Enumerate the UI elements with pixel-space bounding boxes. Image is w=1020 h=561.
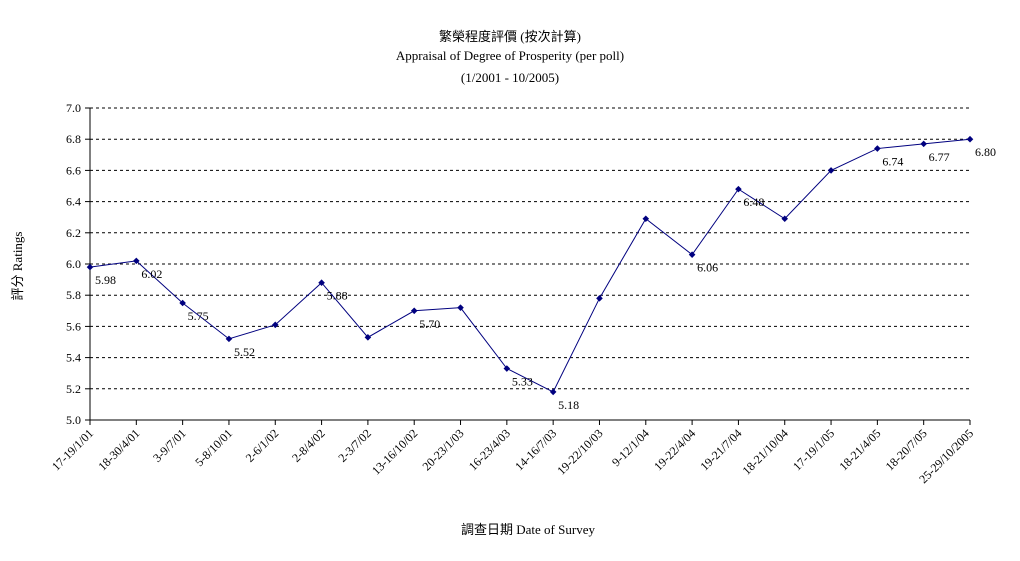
x-tick-label: 2-8/4/02 — [289, 426, 328, 465]
x-tick-label: 3-9/7/01 — [150, 426, 189, 465]
x-tick-label: 2-3/7/02 — [335, 426, 374, 465]
x-tick-label: 2-6/1/02 — [243, 426, 282, 465]
axes: 5.0 5.2 5.4 5.6 5.8 6.0 6.2 6.4 6.6 6.8 7.0 17-19/1… — [49, 101, 976, 486]
data-point — [920, 140, 927, 148]
data-label: 6.48 — [743, 195, 764, 209]
data-label: 6.06 — [697, 261, 718, 275]
x-tick-label: 19-22/10/03 — [554, 426, 605, 477]
data-label: 5.52 — [234, 345, 255, 359]
data-label: 5.75 — [188, 309, 209, 323]
data-label: 5.18 — [558, 398, 579, 412]
x-tick-label: 19-22/4/04 — [651, 426, 698, 473]
x-axis-label: 調查日期 Date of Survey — [461, 522, 595, 537]
data-point — [874, 145, 881, 152]
data-point — [503, 365, 511, 372]
data-point — [410, 307, 418, 315]
data-point — [457, 304, 464, 311]
series — [86, 135, 974, 396]
series-line — [89, 138, 971, 393]
y-tick-label: 5.4 — [66, 351, 81, 365]
data-label: 5.88 — [327, 289, 348, 303]
data-point — [364, 334, 372, 341]
x-tick-label: 5-8/10/01 — [192, 426, 235, 469]
y-tick-label: 7.0 — [66, 101, 81, 115]
y-tick-label: 5.0 — [66, 413, 81, 427]
x-tick-label: 14-16/7/03 — [512, 426, 559, 473]
y-tick-label: 6.8 — [66, 132, 81, 146]
x-tick-label: 18-20/7/05 — [883, 426, 930, 473]
data-point — [827, 167, 835, 174]
y-tick-label: 6.2 — [66, 226, 81, 240]
data-label: 6.74 — [882, 155, 903, 169]
x-tick-label: 17-19/1/01 — [49, 426, 96, 473]
x-tick-label: 13-16/10/02 — [369, 426, 420, 477]
x-tick-label: 18-30/4/01 — [95, 426, 142, 473]
data-point — [549, 388, 557, 396]
data-point — [225, 335, 233, 343]
chart-subtitle: Appraisal of Degree of Prosperity (per p… — [395, 48, 625, 63]
data-label: 6.77 — [929, 150, 950, 164]
x-tick-label: 17-19/1/05 — [790, 426, 837, 473]
y-tick-label: 5.6 — [66, 319, 81, 333]
data-point — [642, 215, 650, 223]
data-label: 5.70 — [419, 317, 440, 331]
chart-title: 繁榮程度評價 (按次計算) — [439, 29, 581, 44]
data-point — [688, 251, 696, 258]
y-axis-label: 評分 Ratings — [10, 232, 25, 301]
gridlines — [90, 107, 970, 390]
data-point — [318, 279, 325, 287]
data-label: 5.33 — [512, 375, 533, 389]
chart-period: (1/2001 - 10/2005) — [460, 70, 560, 85]
x-tick-label: 16-23/4/03 — [466, 426, 513, 473]
data-label: 5.98 — [95, 273, 116, 287]
data-point — [86, 263, 94, 271]
data-point — [781, 215, 789, 223]
x-tick-label: 18-21/10/04 — [739, 426, 790, 477]
data-point — [966, 135, 974, 143]
data-label: 6.80 — [975, 145, 996, 159]
data-point — [271, 321, 279, 329]
data-labels: 5.98 6.02 5.75 5.52 5.88 5.70 5.33 5.18 6.06 6.48… — [95, 145, 996, 412]
y-tick-label: 5.8 — [66, 288, 81, 302]
data-point — [179, 299, 186, 307]
x-tick-label: 18-21/4/05 — [836, 426, 883, 473]
x-tick-label: 9-12/1/04 — [609, 426, 652, 469]
y-tick-label: 5.2 — [66, 382, 81, 396]
y-tick-label: 6.6 — [66, 163, 81, 177]
data-point — [133, 257, 140, 265]
data-point — [735, 185, 742, 193]
data-label: 6.02 — [141, 267, 162, 281]
data-point — [596, 295, 603, 302]
y-tick-label: 6.0 — [66, 257, 81, 271]
y-tick-label: 6.4 — [66, 195, 81, 209]
x-tick-label: 20-23/1/03 — [420, 426, 467, 473]
x-tick-label: 19-21/7/04 — [697, 426, 744, 473]
